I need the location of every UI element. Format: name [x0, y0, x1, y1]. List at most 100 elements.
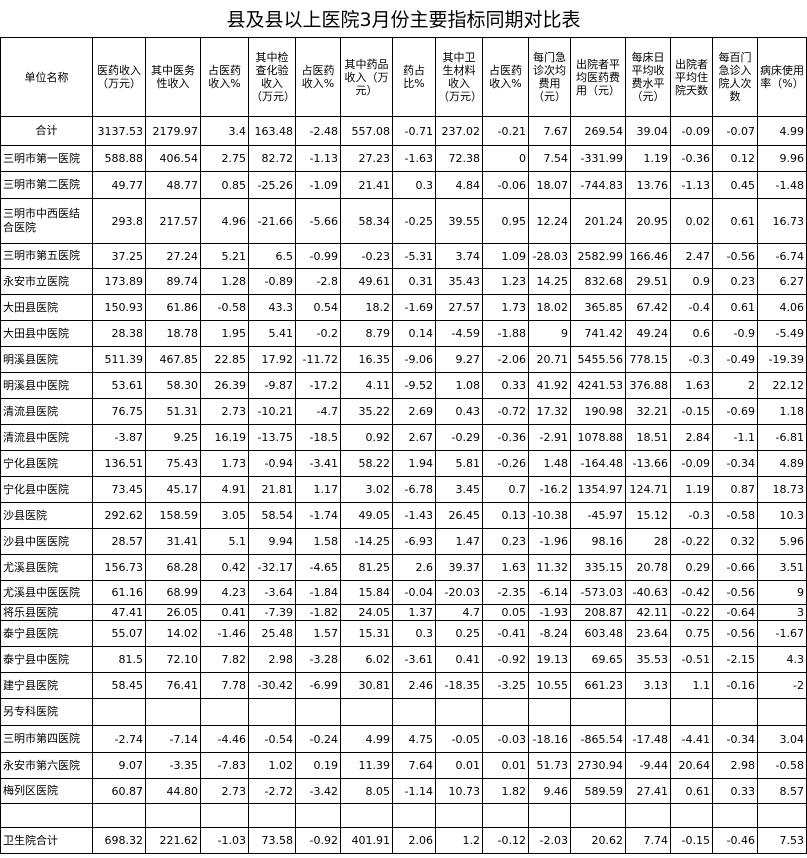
cell: -0.25 — [392, 198, 436, 244]
cell: 37.25 — [92, 243, 146, 269]
cell: 49.77 — [92, 171, 146, 199]
cell: 17.92 — [248, 346, 296, 373]
cell: -0.94 — [248, 450, 296, 477]
row-label: 清流县中医院 — [0, 424, 93, 451]
cell: 45.17 — [145, 476, 201, 503]
cell: 1.82 — [482, 778, 529, 804]
empty-cell — [392, 803, 436, 828]
cell: 8.79 — [340, 320, 393, 347]
cell: 1.47 — [435, 528, 483, 555]
cell: 18.73 — [757, 476, 807, 503]
cell: 4.06 — [757, 294, 807, 321]
cell: 18.51 — [625, 424, 671, 451]
cell: 4.75 — [392, 725, 436, 753]
cell: -17.2 — [295, 372, 341, 399]
cell: 76.75 — [92, 398, 146, 425]
empty-cell — [528, 803, 571, 828]
cell: 2.84 — [670, 424, 713, 451]
cell: 16.35 — [340, 346, 393, 373]
cell: 1.63 — [670, 372, 713, 399]
cell: 1.28 — [200, 268, 249, 295]
row-label: 建宁县医院 — [0, 672, 93, 699]
cell: -18.5 — [295, 424, 341, 451]
cell: 1.95 — [200, 320, 249, 347]
cell: 0.87 — [712, 476, 758, 503]
cell: 5.21 — [200, 243, 249, 269]
cell: 27.23 — [340, 145, 393, 172]
cell: 1.58 — [295, 528, 341, 555]
cell: -13.75 — [248, 424, 296, 451]
cell: -6.74 — [757, 243, 807, 269]
cell: 166.46 — [625, 243, 671, 269]
cell: 35.53 — [625, 646, 671, 673]
cell: 0.23 — [712, 268, 758, 295]
cell: 1078.88 — [570, 424, 626, 451]
cell: 20.62 — [570, 827, 626, 854]
cell: 2582.99 — [570, 243, 626, 269]
cell: 376.88 — [625, 372, 671, 399]
cell: 26.39 — [200, 372, 249, 399]
cell: -2.06 — [482, 346, 529, 373]
table-row: 沙县医院 292.62 158.59 3.05 58.54 -1.74 49.05 -1.43… — [0, 502, 807, 529]
cell: 35.43 — [435, 268, 483, 295]
cell: 68.28 — [145, 554, 201, 581]
cell: 61.86 — [145, 294, 201, 321]
cell: 43.3 — [248, 294, 296, 321]
header-cell: 占医药收入% — [295, 37, 341, 117]
empty-cell — [670, 698, 713, 726]
cell: -2.72 — [248, 778, 296, 804]
row-label: 清流县医院 — [0, 398, 93, 425]
cell: 156.73 — [92, 554, 146, 581]
cell: -0.2 — [295, 320, 341, 347]
cell: 0.33 — [712, 778, 758, 804]
cell: -8.24 — [528, 620, 571, 647]
row-label: 另专科医院 — [0, 698, 93, 726]
cell: 1.18 — [757, 398, 807, 425]
cell: 0.43 — [435, 398, 483, 425]
empty-cell — [712, 803, 758, 828]
cell: -2.8 — [295, 268, 341, 295]
cell: 13.76 — [625, 171, 671, 199]
table-row: 三明市第一医院 588.88 406.54 2.75 82.72 -1.13 27.23 -1… — [0, 145, 807, 172]
table-row: 永安市立医院 173.89 89.74 1.28 -0.89 -2.8 49.61 0.31 3… — [0, 268, 807, 295]
cell: -11.72 — [295, 346, 341, 373]
cell: 2.75 — [200, 145, 249, 172]
cell: 39.55 — [435, 198, 483, 244]
cell: -5.49 — [757, 320, 807, 347]
empty-cell — [528, 698, 571, 726]
cell: 18.78 — [145, 320, 201, 347]
row-label: 泰宁县医院 — [0, 620, 93, 647]
table-row: 宁化县医院 136.51 75.43 1.73 -0.94 -3.41 58.22 1.94 5… — [0, 450, 807, 477]
cell: -0.46 — [712, 827, 758, 854]
cell: 124.71 — [625, 476, 671, 503]
cell: -9.87 — [248, 372, 296, 399]
cell: 6.5 — [248, 243, 296, 269]
cell: 15.12 — [625, 502, 671, 529]
cell: 0.13 — [482, 502, 529, 529]
row-label: 尤溪县医院 — [0, 554, 93, 581]
cell: 7.67 — [528, 116, 571, 146]
cell: -0.05 — [435, 725, 483, 753]
cell: 0.61 — [712, 294, 758, 321]
empty-cell — [570, 698, 626, 726]
cell: 1.19 — [625, 145, 671, 172]
cell: -0.49 — [712, 346, 758, 373]
cell: 1.94 — [392, 450, 436, 477]
cell: 81.25 — [340, 554, 393, 581]
cell: 25.48 — [248, 620, 296, 647]
cell: 9.07 — [92, 752, 146, 779]
cell: -0.58 — [757, 752, 807, 779]
cell: 3.04 — [757, 725, 807, 753]
header-cell: 出院者平均住院天数 — [670, 37, 713, 117]
cell: 1354.97 — [570, 476, 626, 503]
cell: 44.80 — [145, 778, 201, 804]
cell: -0.9 — [712, 320, 758, 347]
cell: 81.5 — [92, 646, 146, 673]
table-row: 大田县医院 150.93 61.86 -0.58 43.3 0.54 18.2 -1.69 27… — [0, 294, 807, 321]
cell: 0.41 — [200, 604, 249, 621]
cell: 237.02 — [435, 116, 483, 146]
cell: 9.25 — [145, 424, 201, 451]
cell: 292.62 — [92, 502, 146, 529]
header-cell: 其中医务性收入 — [145, 37, 201, 117]
cell: 11.39 — [340, 752, 393, 779]
